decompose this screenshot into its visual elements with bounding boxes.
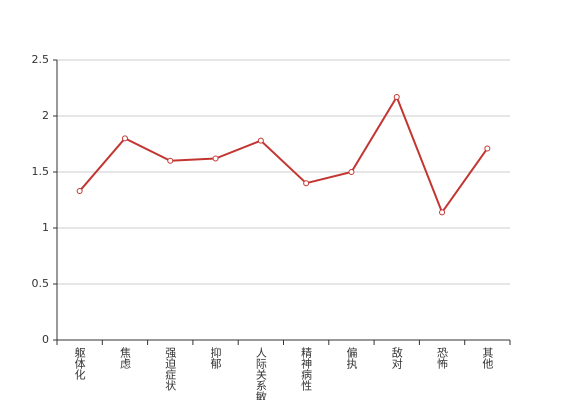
data-point [303, 180, 310, 187]
data-point [167, 157, 174, 164]
series-line [78, 94, 489, 215]
x-tick-label: 抑郁 [209, 346, 222, 369]
x-tick-label: 敌对 [390, 346, 403, 369]
x-tick-label: 躯体化 [73, 347, 86, 381]
y-tick-label: 2.5 [32, 53, 50, 66]
data-point [393, 93, 400, 100]
data-point [348, 169, 355, 175]
x-tick-label: 偏执 [345, 346, 358, 370]
data-point [76, 188, 83, 195]
x-tick-label: 恐怖 [436, 347, 449, 369]
y-tick-label: 1.5 [32, 165, 50, 178]
data-point [257, 137, 264, 144]
x-tick-label: 其他 [481, 347, 494, 369]
data-point [121, 135, 128, 142]
x-tick-label: 精神病性 [300, 347, 313, 392]
x-tick-label: 强迫症状 [164, 347, 177, 391]
data-point [484, 145, 491, 152]
y-tick-label: 0.5 [32, 277, 50, 290]
y-tick-label: 2 [42, 109, 49, 122]
data-point [439, 209, 446, 216]
x-tick-label: 人际关系敏感 [254, 347, 267, 400]
y-tick-label: 0 [42, 333, 49, 346]
data-point [212, 155, 219, 162]
x-tick-label: 焦虑 [118, 347, 131, 369]
y-tick-label: 1 [42, 221, 49, 234]
